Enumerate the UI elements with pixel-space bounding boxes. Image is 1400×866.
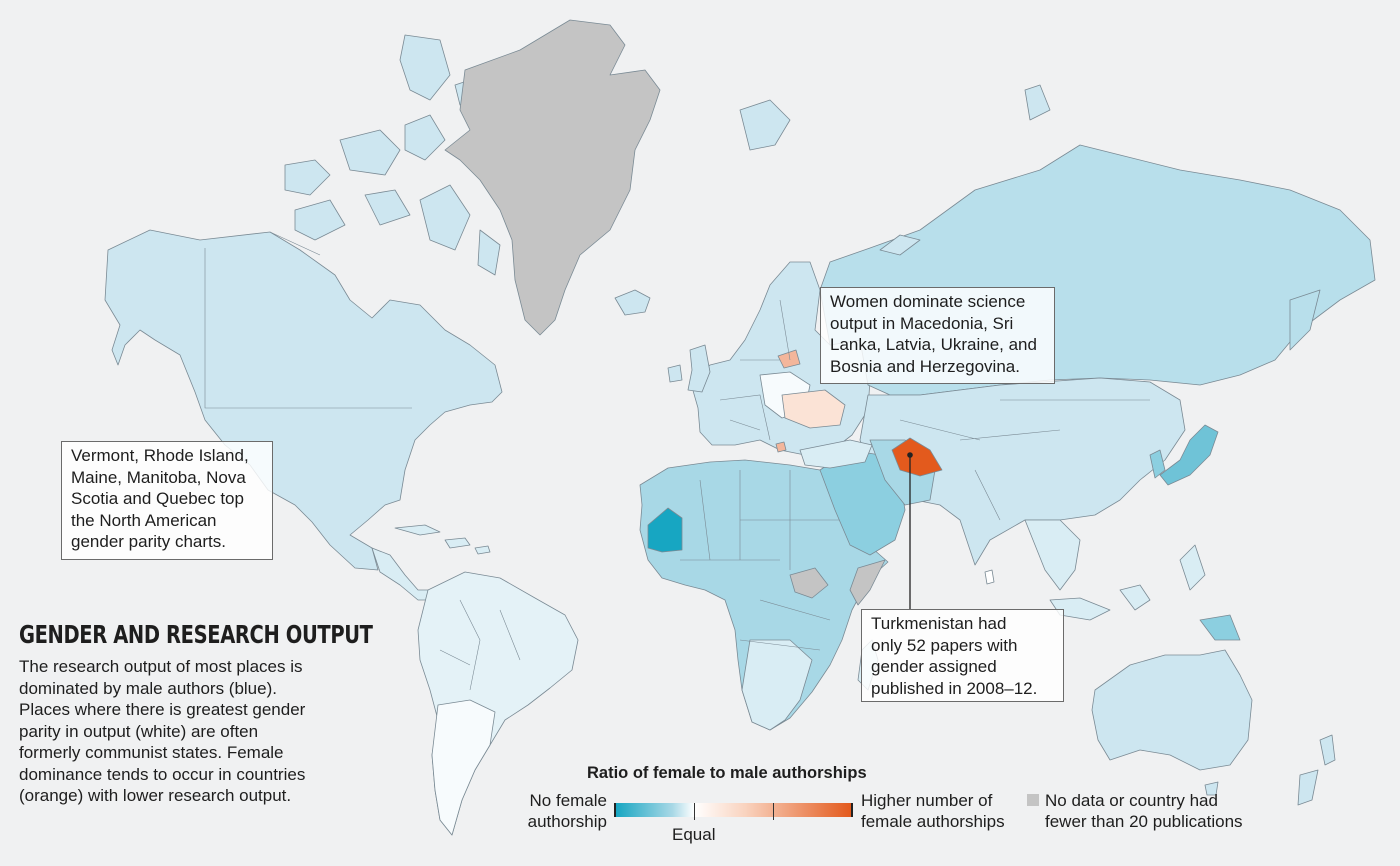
region-greenland — [444, 19, 661, 336]
region-caribbean — [394, 524, 491, 555]
callout-europe: Women dominate science output in Macedon… — [820, 287, 1055, 384]
region-australia — [1091, 649, 1253, 771]
country-somalia — [789, 559, 886, 606]
region-uk — [667, 344, 711, 393]
country-turkmenistan — [891, 437, 943, 477]
region-africa — [639, 459, 889, 731]
legend-no-data-swatch — [1027, 794, 1039, 806]
country-ukraine — [781, 389, 846, 429]
page-title: GENDER AND RESEARCH OUTPUT — [19, 620, 373, 649]
callout-turkmenistan: Turkmenistan had only 52 papers with gen… — [861, 609, 1064, 702]
country-macedonia — [775, 441, 787, 453]
region-korea — [1149, 449, 1166, 479]
country-sri-lanka — [984, 569, 995, 585]
region-iceland — [614, 289, 651, 316]
region-central-america — [371, 547, 431, 601]
region-arctic-archipelago — [284, 34, 501, 276]
region-southern-africa — [741, 639, 813, 731]
legend-right-label: Higher number of female authorships — [861, 791, 1005, 831]
legend-color-scale — [614, 803, 853, 817]
region-turkey — [799, 439, 873, 469]
map-description: The research output of most places is do… — [19, 657, 306, 805]
region-argentina — [431, 699, 496, 836]
legend-title: Ratio of female to male authorships — [587, 764, 867, 782]
callout-north-america: Vermont, Rhode Island, Maine, Manitoba, … — [61, 441, 273, 560]
country-mauritania — [647, 507, 683, 553]
region-new-zealand — [1297, 734, 1336, 806]
callout-leader-dot — [907, 452, 913, 458]
country-latvia — [777, 349, 801, 369]
region-northern-islands — [739, 84, 1051, 256]
legend-left-label: No female authorship — [527, 791, 607, 831]
region-tasmania — [1204, 781, 1219, 796]
region-southeast-asia — [1024, 519, 1206, 621]
legend-tick-equal — [694, 803, 695, 820]
region-papua — [1199, 614, 1241, 641]
region-north-america — [104, 229, 503, 571]
legend-tick-upper — [773, 803, 774, 820]
legend-equal-label: Equal — [672, 825, 716, 844]
region-kamchatka — [1289, 289, 1321, 351]
region-japan — [1159, 424, 1219, 486]
legend-no-data-label: No data or country had fewer than 20 pub… — [1045, 791, 1243, 831]
